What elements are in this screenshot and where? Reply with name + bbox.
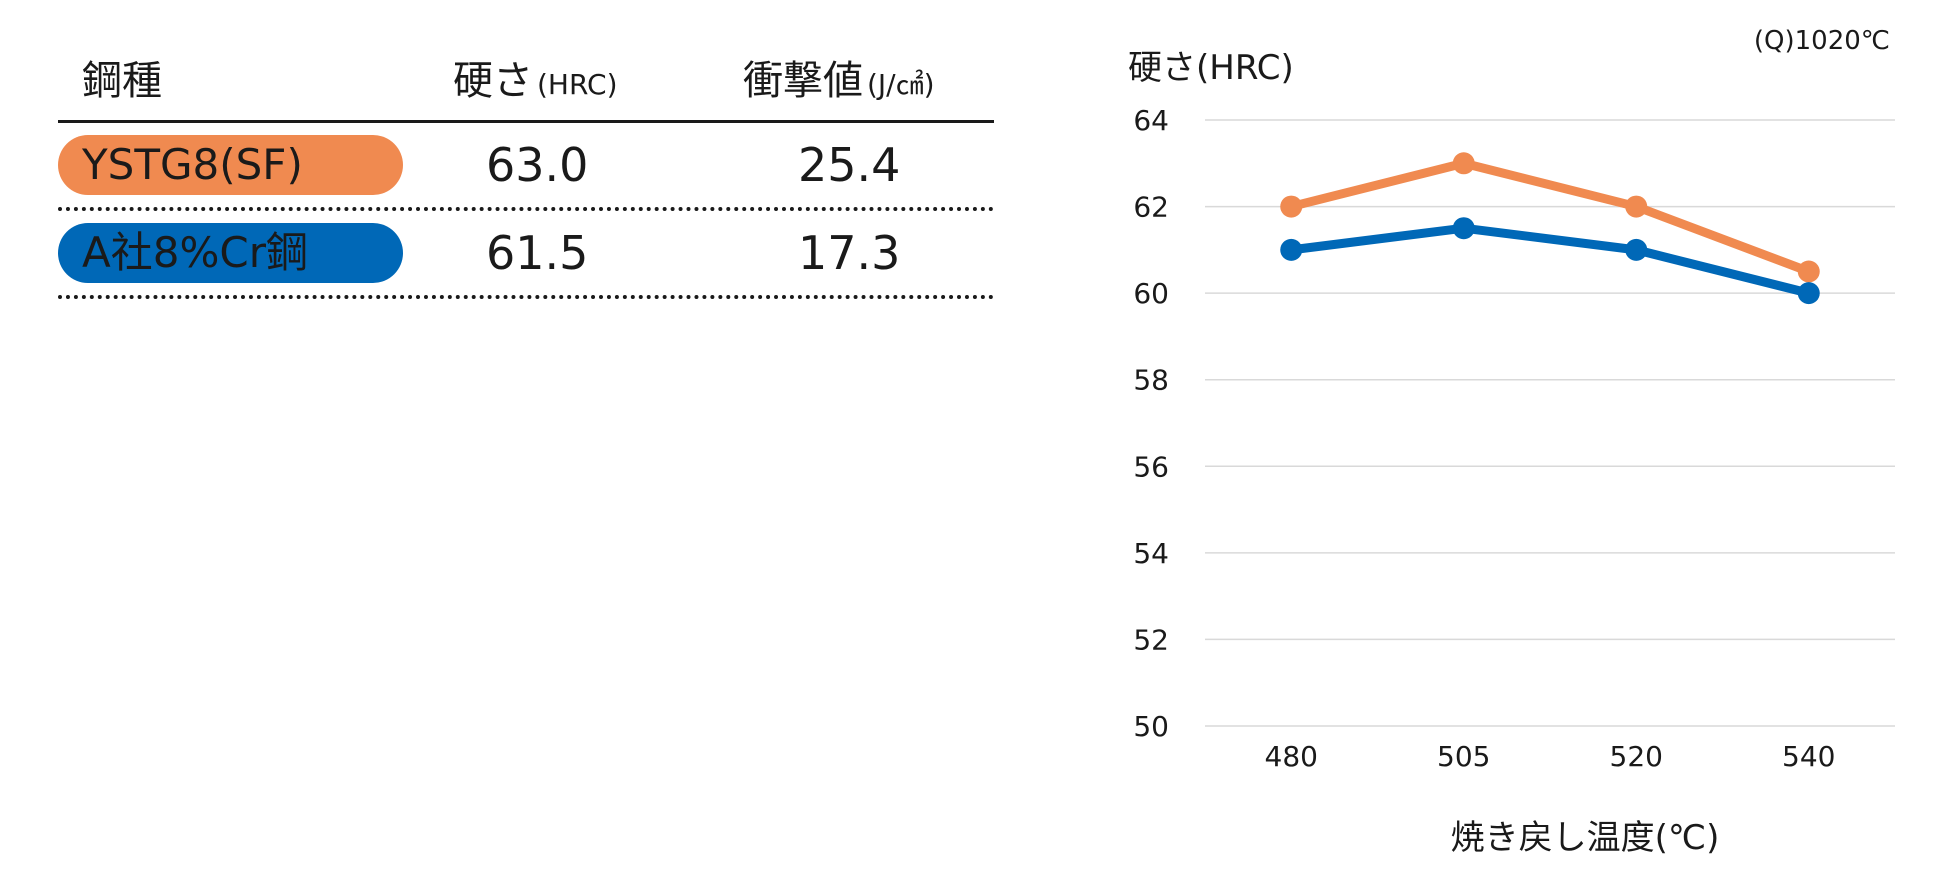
table-row: YSTG8(SF) 63.0 25.4: [58, 123, 994, 211]
hardness-value: 61.5: [486, 226, 589, 280]
data-point: [1797, 260, 1820, 283]
quench-note: (Q)1020℃: [1753, 26, 1890, 56]
data-point: [1280, 238, 1303, 261]
series-line-1: [1286, 223, 1814, 298]
y-tick-label: 58: [1133, 364, 1169, 397]
x-axis-label: 焼き戻し温度(℃): [1450, 818, 1720, 858]
data-point: [1625, 238, 1648, 261]
header-impact-unit: (J/㎠): [867, 68, 935, 101]
data-point: [1452, 152, 1475, 175]
steel-comparison-table: 鋼種 硬さ (HRC) 衝撃値 (J/㎠) YSTG8(SF) 63.0 25.4 …: [58, 36, 994, 299]
steel-name-badge: YSTG8(SF): [58, 135, 403, 195]
chart-plot: 50 52 54 56 58 60 62 64 480 505 520 540: [1133, 104, 1895, 773]
y-tick-label: 52: [1133, 623, 1169, 656]
hardness-value: 63.0: [486, 138, 589, 192]
x-tick-label: 520: [1610, 740, 1663, 773]
header-hardness-label: 硬さ: [453, 58, 533, 104]
table-row: A社8%Cr鋼 61.5 17.3: [58, 211, 994, 299]
series-line-0: [1286, 158, 1814, 276]
y-tick-label: 64: [1133, 104, 1169, 137]
impact-value: 25.4: [798, 138, 901, 192]
data-point: [1452, 217, 1475, 240]
x-tick-label: 480: [1265, 740, 1318, 773]
data-point: [1625, 195, 1648, 218]
header-impact: 衝撃値 (J/㎠): [743, 48, 935, 106]
y-tick-label: 54: [1133, 537, 1169, 570]
data-point: [1797, 282, 1820, 305]
x-tick-label: 505: [1437, 740, 1490, 773]
y-tick-label: 50: [1133, 710, 1169, 743]
steel-name-badge: A社8%Cr鋼: [58, 223, 403, 283]
x-tick-label: 540: [1782, 740, 1835, 773]
header-steel: 鋼種: [82, 58, 162, 104]
y-tick-label: 62: [1133, 191, 1169, 224]
impact-value: 17.3: [798, 226, 901, 280]
y-tick-label: 56: [1133, 450, 1169, 483]
header-hardness-unit: (HRC): [537, 68, 618, 101]
y-tick-label: 60: [1133, 277, 1169, 310]
y-axis-label: 硬さ(HRC): [1128, 48, 1294, 88]
header-impact-label: 衝撃値: [743, 58, 863, 104]
header-hardness: 硬さ (HRC): [453, 48, 618, 106]
hardness-chart: 50 52 54 56 58 60 62 64 480 505 520 540 硬さ(HRC) (Q)…: [1080, 20, 1940, 860]
table-header: 鋼種 硬さ (HRC) 衝撃値 (J/㎠): [58, 36, 994, 123]
data-point: [1280, 195, 1303, 218]
